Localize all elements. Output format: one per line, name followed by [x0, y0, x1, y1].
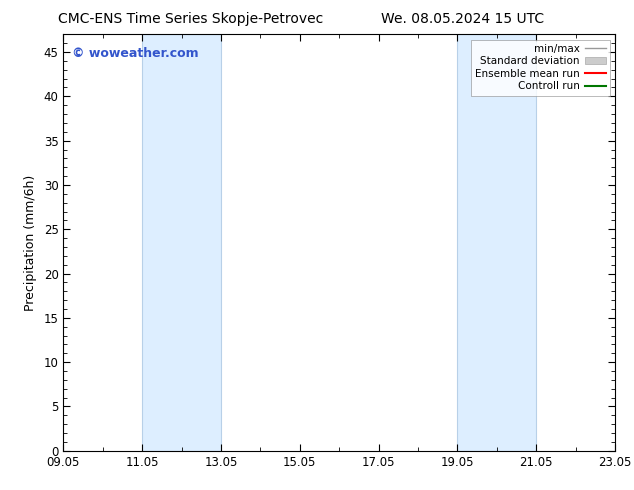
Legend: min/max, Standard deviation, Ensemble mean run, Controll run: min/max, Standard deviation, Ensemble me… [470, 40, 610, 96]
Bar [457, 34, 536, 451]
Text: CMC-ENS Time Series Skopje-Petrovec: CMC-ENS Time Series Skopje-Petrovec [58, 12, 323, 26]
Text: © woweather.com: © woweather.com [72, 47, 198, 60]
Y-axis label: Precipitation (mm/6h): Precipitation (mm/6h) [23, 174, 37, 311]
Bar [142, 34, 221, 451]
Text: We. 08.05.2024 15 UTC: We. 08.05.2024 15 UTC [381, 12, 545, 26]
